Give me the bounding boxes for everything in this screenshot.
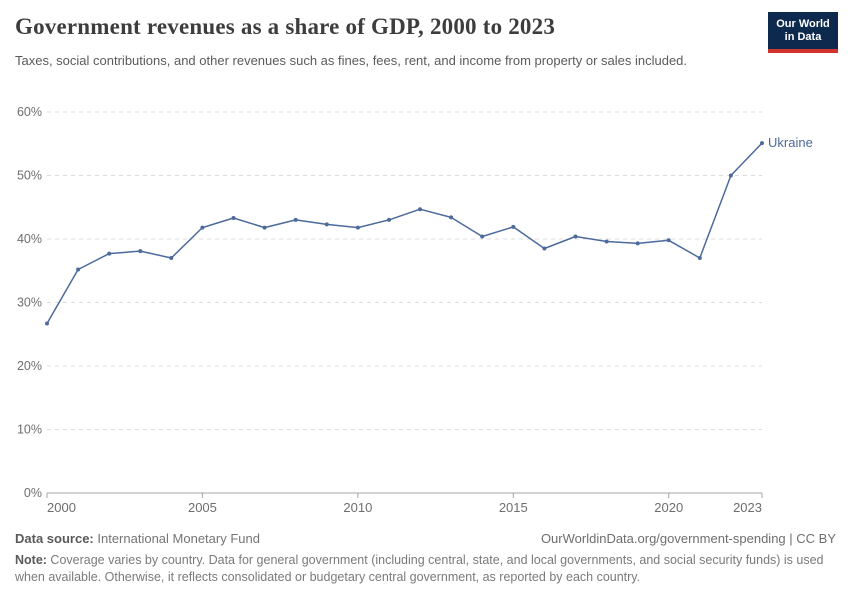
x-tick-label: 2005	[188, 500, 217, 515]
data-point[interactable]	[262, 225, 267, 230]
chart-area: 0% 10% 20% 30% 40% 50% 60% 2000 2005 2010 2015 2020…	[0, 95, 850, 527]
data-point[interactable]	[511, 224, 516, 229]
series-line-ukraine[interactable]	[46, 142, 763, 324]
data-point[interactable]	[169, 256, 174, 260]
footer-row: Data source: International Monetary Fund…	[15, 531, 836, 546]
data-point[interactable]	[728, 173, 733, 178]
data-point[interactable]	[449, 215, 454, 220]
chart-footer: Data source: International Monetary Fund…	[15, 531, 836, 585]
y-tick-label: 20%	[17, 359, 42, 373]
data-point[interactable]	[697, 256, 702, 260]
line-chart[interactable]: 0% 10% 20% 30% 40% 50% 60% 2000 2005 2010 2015 2020…	[0, 95, 850, 527]
y-tick-label: 50%	[17, 169, 42, 183]
x-tick-label: 2000	[47, 500, 76, 515]
data-point[interactable]	[293, 217, 298, 222]
y-tick-label: 10%	[17, 423, 42, 437]
data-source: Data source: International Monetary Fund	[15, 531, 260, 546]
y-tick-label: 40%	[17, 232, 42, 246]
x-tick-label: 2010	[343, 500, 372, 515]
data-point[interactable]	[542, 246, 547, 251]
owid-logo[interactable]: Our World in Data	[768, 12, 838, 53]
data-point[interactable]	[387, 217, 391, 222]
page-title: Government revenues as a share of GDP, 2…	[15, 14, 556, 39]
data-point[interactable]	[760, 141, 764, 146]
chart-subtitle: Taxes, social contributions, and other r…	[15, 53, 688, 68]
data-point[interactable]	[76, 267, 81, 272]
footer-note-label: Note:	[15, 553, 47, 567]
y-tick-label: 30%	[17, 296, 42, 310]
footer-note-text: Coverage varies by country. Data for gen…	[15, 553, 824, 584]
x-tick-label: 2015	[499, 500, 528, 515]
owid-logo-line2: in Data	[784, 31, 822, 43]
x-tick-label: 2020	[654, 500, 683, 515]
series-end-label[interactable]: Ukraine	[768, 135, 813, 150]
data-point[interactable]	[418, 207, 422, 212]
y-tick-label: 60%	[17, 105, 42, 119]
data-point[interactable]	[480, 234, 485, 239]
owid-url-link[interactable]: OurWorldinData.org/government-spending |…	[540, 531, 836, 546]
data-point[interactable]	[635, 241, 640, 246]
data-point[interactable]	[324, 222, 329, 227]
data-point[interactable]	[45, 321, 49, 326]
data-point[interactable]	[573, 234, 578, 239]
data-point[interactable]	[138, 249, 143, 254]
data-point[interactable]	[355, 225, 360, 230]
data-point[interactable]	[231, 216, 236, 220]
data-point[interactable]	[604, 239, 609, 244]
data-point[interactable]	[666, 238, 671, 243]
data-point[interactable]	[107, 251, 112, 256]
owid-logo-line1: Our World	[776, 18, 830, 30]
footer-note: Note: Coverage varies by country. Data f…	[15, 552, 836, 585]
y-tick-label: 0%	[24, 486, 42, 500]
data-source-value: International Monetary Fund	[93, 531, 260, 546]
x-tick-label: 2023	[733, 500, 762, 515]
data-point[interactable]	[200, 225, 205, 230]
data-source-label: Data source:	[15, 531, 94, 546]
